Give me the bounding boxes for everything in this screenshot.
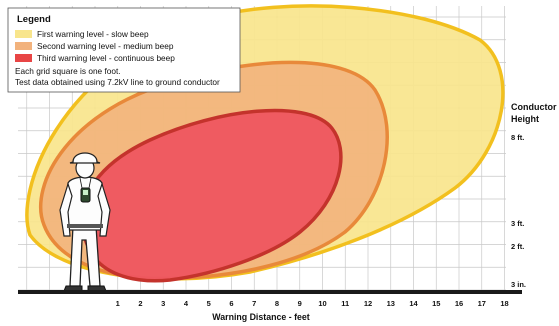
- legend: Legend First warning level - slow beep S…: [7, 7, 241, 93]
- ground-line: [18, 290, 522, 294]
- legend-note-grid: Each grid square is one foot.: [15, 66, 121, 76]
- x-tick-label: 16: [455, 299, 463, 308]
- conductor-height-label: 2 ft.: [511, 242, 524, 251]
- x-axis-title: Warning Distance - feet: [212, 312, 310, 322]
- x-tick-label: 18: [500, 299, 508, 308]
- x-tick-label: 15: [432, 299, 440, 308]
- legend-item-second: Second warning level - medium beep: [37, 41, 174, 51]
- x-tick-label: 5: [207, 299, 211, 308]
- x-tick-label: 6: [229, 299, 233, 308]
- conductor-height-title-line1: Conductor: [511, 102, 557, 112]
- legend-title: Legend: [17, 14, 51, 25]
- x-tick-label: 14: [409, 299, 418, 308]
- conductor-height-label: 8 ft.: [511, 133, 524, 142]
- x-tick-label: 4: [184, 299, 189, 308]
- x-tick-label: 12: [364, 299, 372, 308]
- x-tick-label: 7: [252, 299, 256, 308]
- conductor-height-label: 3 in.: [511, 280, 526, 289]
- legend-item-first: First warning level - slow beep: [37, 29, 149, 39]
- legend-swatch-second: [15, 42, 32, 50]
- x-tick-label: 8: [275, 299, 279, 308]
- x-axis-ticks: 1 2 3 4 5 6 7 8 9 10 11 12 13 14 15 16 17 18: [116, 299, 509, 308]
- x-tick-label: 2: [138, 299, 142, 308]
- x-tick-label: 17: [478, 299, 486, 308]
- third-warning-zone: [80, 108, 343, 283]
- legend-item-third: Third warning level - continuous beep: [37, 53, 175, 63]
- conductor-height-title-line2: Height: [511, 114, 539, 124]
- legend-note-test: Test data obtained using 7.2kV line to g…: [15, 77, 220, 87]
- x-tick-label: 11: [341, 299, 349, 308]
- conductor-height-label: 3 ft.: [511, 219, 524, 228]
- conductor-height-labels: 8 ft. 3 ft. 2 ft. 3 in.: [511, 133, 526, 289]
- legend-swatch-third: [15, 54, 32, 62]
- x-tick-label: 10: [318, 299, 326, 308]
- x-tick-label: 3: [161, 299, 165, 308]
- lineman-figure: [59, 152, 111, 292]
- x-tick-label: 1: [116, 299, 120, 308]
- legend-swatch-first: [15, 30, 32, 38]
- x-tick-label: 9: [298, 299, 302, 308]
- x-tick-label: 13: [387, 299, 395, 308]
- legend-box: [7, 7, 241, 93]
